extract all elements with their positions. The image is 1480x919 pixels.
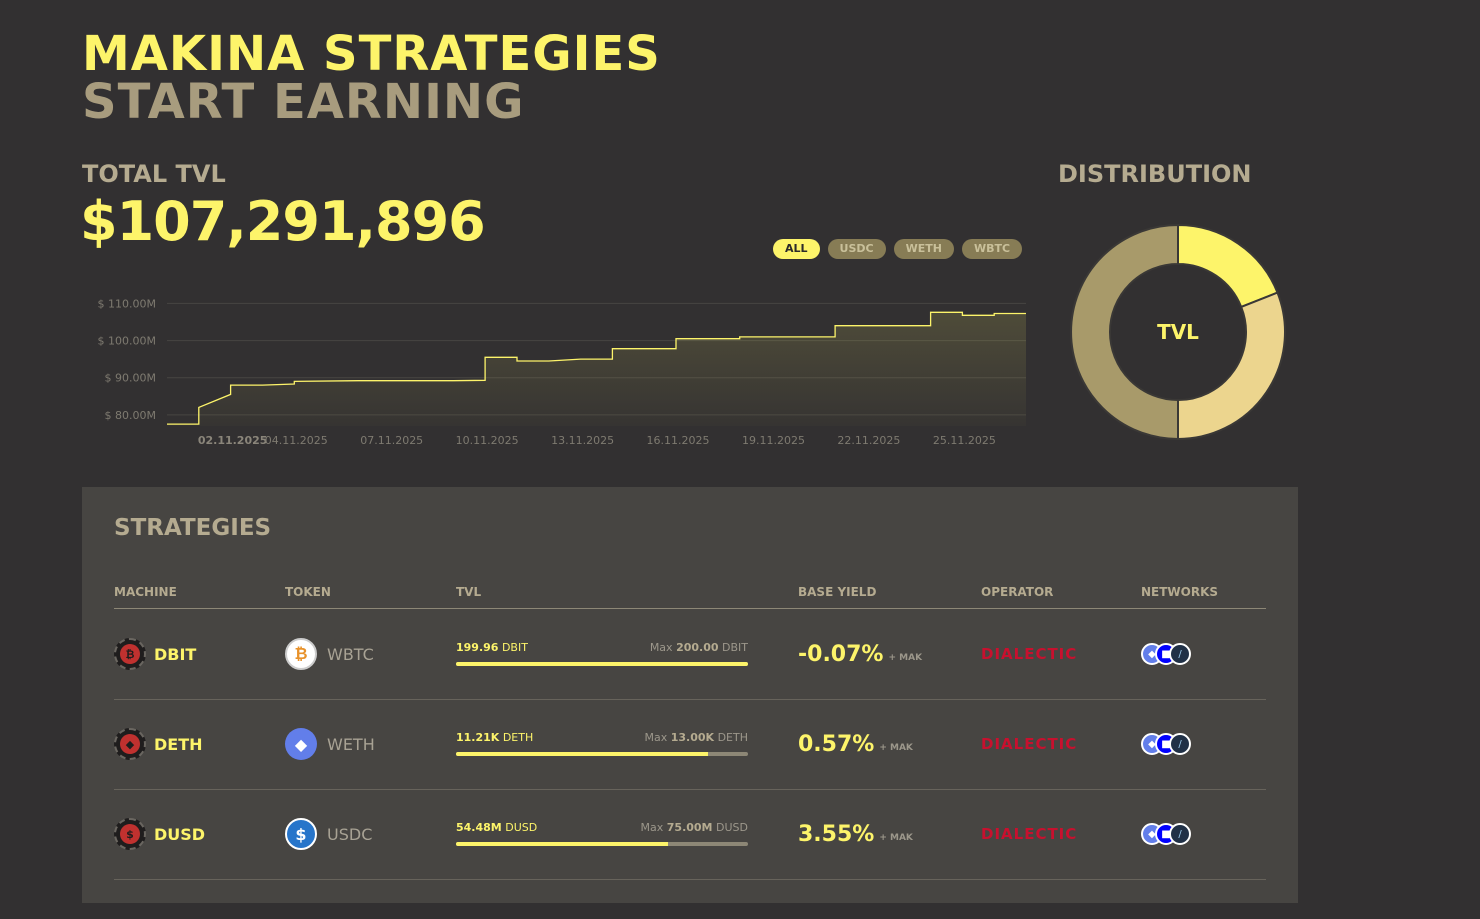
hero-title-line1: MAKINA STRATEGIES bbox=[82, 26, 661, 82]
x-tick-label: 25.11.2025 bbox=[933, 434, 996, 447]
strategies-table-header: MACHINE TOKEN TVL BASE YIELD OPERATOR NE… bbox=[114, 583, 1266, 609]
tvl-progress-fill bbox=[456, 752, 708, 756]
y-tick-label: $ 90.00M bbox=[105, 372, 156, 385]
header-machine: MACHINE bbox=[114, 585, 177, 599]
bitcoin-icon: ₿ bbox=[285, 638, 317, 670]
total-tvl-value: $107,291,896 bbox=[80, 190, 486, 253]
donut-slice-usdc[interactable] bbox=[1070, 223, 1179, 441]
y-tick-label: $ 80.00M bbox=[105, 409, 156, 422]
tvl-progress-bar bbox=[456, 842, 748, 846]
filter-all[interactable]: ALL bbox=[773, 239, 820, 259]
tvl-unit: DBIT bbox=[501, 641, 528, 654]
x-tick-label: 13.11.2025 bbox=[551, 434, 614, 447]
operator-name: DIALECTIC bbox=[981, 645, 1078, 663]
x-tick-label: 04.11.2025 bbox=[265, 434, 328, 447]
header-base-yield: BASE YIELD bbox=[798, 585, 877, 599]
tvl-max: 13.00K bbox=[670, 731, 715, 744]
max-unit: DUSD bbox=[716, 821, 748, 834]
tvl-unit: DUSD bbox=[505, 821, 538, 834]
tvl-progress-fill bbox=[456, 662, 748, 666]
tvl-progress-fill bbox=[456, 842, 669, 846]
dbit-machine-icon: ₿ bbox=[114, 638, 146, 670]
hero-title: MAKINA STRATEGIES START EARNING bbox=[82, 30, 661, 126]
machine-name: DBIT bbox=[154, 644, 197, 664]
max-label: Max bbox=[649, 641, 673, 654]
tvl-line-chart: $ 110.00M $ 100.00M $ 90.00M $ 80.00M 02.11.… bbox=[98, 297, 1026, 447]
donut-center-label: TVL bbox=[1157, 320, 1199, 344]
token-filter-group: ALL USDC WETH WBTC bbox=[773, 239, 1023, 259]
x-tick-label: 22.11.2025 bbox=[837, 434, 900, 447]
x-tick-label: 16.11.2025 bbox=[647, 434, 710, 447]
dusd-machine-icon: $ bbox=[114, 818, 146, 850]
y-tick-label: $ 100.00M bbox=[98, 335, 156, 348]
base-yield: -0.07% bbox=[798, 641, 884, 667]
tvl-progress-bar bbox=[456, 752, 748, 756]
machine-name: DUSD bbox=[154, 824, 206, 844]
base-yield: 3.55% bbox=[798, 821, 875, 847]
distribution-label: DISTRIBUTION bbox=[1058, 160, 1252, 188]
hero-title-line2: START EARNING bbox=[82, 74, 525, 130]
x-tick-label: 19.11.2025 bbox=[742, 434, 805, 447]
y-tick-label: $ 110.00M bbox=[98, 297, 156, 310]
tvl-unit: DETH bbox=[502, 731, 534, 744]
max-label: Max bbox=[640, 821, 664, 834]
max-unit: DBIT bbox=[722, 641, 748, 654]
tvl-max: 75.00M bbox=[666, 821, 713, 834]
x-tick-label: 02.11.2025 bbox=[198, 434, 268, 447]
mak-bonus: + MAK bbox=[879, 743, 913, 753]
distribution-donut-chart bbox=[1070, 223, 1286, 441]
strategy-row-dbit[interactable]: ₿ DBIT ₿ WBTC 199.96 DBIT Max 200.00 DBI… bbox=[114, 609, 1266, 700]
operator-name: DIALECTIC bbox=[981, 825, 1078, 843]
token-name: WBTC bbox=[327, 644, 374, 664]
base-yield: 0.57% bbox=[798, 731, 875, 757]
networks-icons: ◆ ■ / bbox=[1141, 823, 1191, 845]
filter-wbtc[interactable]: WBTC bbox=[961, 239, 1023, 259]
networks-icons: ◆ ■ / bbox=[1141, 643, 1191, 665]
header-networks: NETWORKS bbox=[1141, 585, 1219, 599]
token-name: WETH bbox=[327, 734, 375, 754]
filter-weth[interactable]: WETH bbox=[893, 239, 954, 259]
deth-machine-icon: ◆ bbox=[114, 728, 146, 760]
operator-name: DIALECTIC bbox=[981, 735, 1078, 753]
header-token: TOKEN bbox=[285, 585, 331, 599]
x-tick-label: 10.11.2025 bbox=[456, 434, 519, 447]
arbitrum-network-icon: / bbox=[1169, 823, 1191, 845]
strategies-panel: STRATEGIES MACHINE TOKEN TVL BASE YIELD … bbox=[82, 487, 1298, 903]
tvl-current: 199.96 bbox=[456, 641, 499, 654]
tvl-progress: 11.21K DETH Max 13.00K DETH bbox=[456, 731, 748, 756]
tvl-max: 200.00 bbox=[676, 641, 719, 654]
tvl-line bbox=[167, 311, 1026, 425]
max-label: Max bbox=[644, 731, 668, 744]
filter-usdc[interactable]: USDC bbox=[827, 239, 886, 259]
strategy-row-deth[interactable]: ◆ DETH ◆ WETH 11.21K DETH Max 13.00K DET… bbox=[114, 699, 1266, 790]
tvl-progress: 199.96 DBIT Max 200.00 DBIT bbox=[456, 641, 748, 666]
strategies-title: STRATEGIES bbox=[114, 515, 272, 541]
tvl-progress: 54.48M DUSD Max 75.00M DUSD bbox=[456, 821, 748, 846]
strategy-row-dusd[interactable]: $ DUSD $ USDC 54.48M DUSD Max 75.00M DUS… bbox=[114, 789, 1266, 880]
arbitrum-network-icon: / bbox=[1169, 643, 1191, 665]
total-tvl-label: TOTAL TVL bbox=[82, 160, 226, 188]
tvl-current: 11.21K bbox=[456, 731, 500, 744]
usdc-icon: $ bbox=[285, 818, 317, 850]
max-unit: DETH bbox=[717, 731, 748, 744]
donut-slice-weth[interactable] bbox=[1177, 291, 1286, 441]
arbitrum-network-icon: / bbox=[1169, 733, 1191, 755]
token-name: USDC bbox=[327, 824, 373, 844]
tvl-progress-bar bbox=[456, 662, 748, 666]
header-operator: OPERATOR bbox=[981, 585, 1054, 599]
donut-hole bbox=[1111, 265, 1245, 399]
networks-icons: ◆ ■ / bbox=[1141, 733, 1191, 755]
mak-bonus: + MAK bbox=[879, 833, 913, 843]
ethereum-icon: ◆ bbox=[285, 728, 317, 760]
machine-name: DETH bbox=[154, 734, 203, 754]
header-tvl: TVL bbox=[456, 585, 482, 599]
tvl-current: 54.48M bbox=[456, 821, 502, 834]
tvl-area bbox=[167, 312, 1026, 426]
mak-bonus: + MAK bbox=[888, 653, 923, 663]
x-tick-label: 07.11.2025 bbox=[360, 434, 423, 447]
